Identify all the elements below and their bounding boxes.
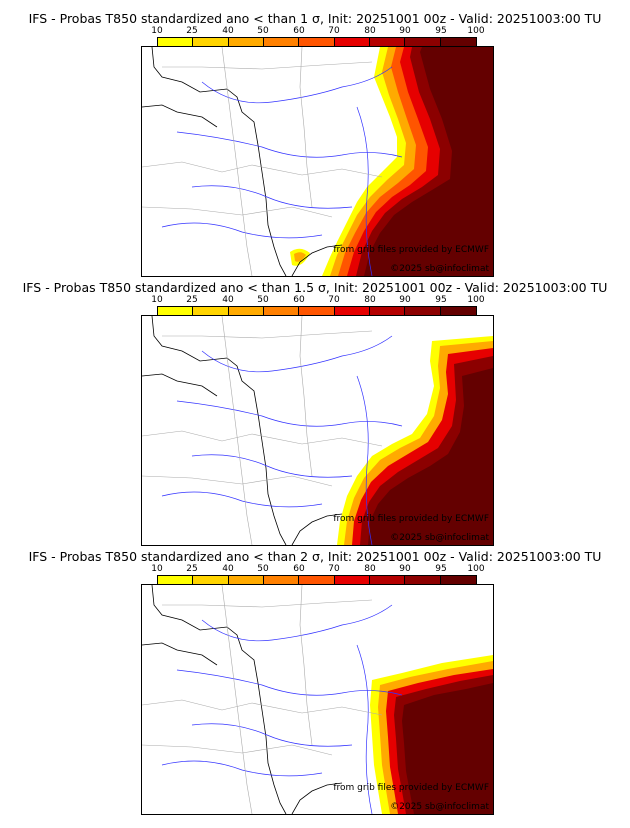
legend-label: 80: [364, 295, 376, 305]
legend-swatch: [263, 307, 300, 315]
map-panel-3: IFS - Probas T850 standardized ano < tha…: [0, 550, 630, 822]
legend-swatch: [405, 307, 441, 315]
forecast-map: from grib files provided by ECMWF ©2025 …: [141, 584, 494, 815]
legend-swatch: [369, 307, 406, 315]
legend-swatch: [405, 576, 441, 584]
map-panel-2: IFS - Probas T850 standardized ano < tha…: [0, 281, 630, 553]
legend-swatch: [158, 576, 194, 584]
legend-label: 60: [293, 564, 305, 574]
legend-swatch: [263, 576, 300, 584]
legend-swatch: [369, 576, 406, 584]
source-credit: from grib files provided by ECMWF: [333, 514, 489, 524]
panel-title: IFS - Probas T850 standardized ano < tha…: [28, 11, 602, 26]
source-credit: from grib files provided by ECMWF: [333, 245, 489, 255]
legend-label: 50: [257, 295, 269, 305]
map-drawing: [142, 47, 493, 276]
legend-label: 60: [293, 295, 305, 305]
legend-swatch: [263, 38, 300, 46]
legend-label: 10: [151, 564, 163, 574]
panel-title: IFS - Probas T850 standardized ano < tha…: [22, 280, 608, 295]
legend-swatch: [405, 38, 441, 46]
map-drawing: [142, 316, 493, 545]
legend-label: 50: [257, 564, 269, 574]
legend-label: 10: [151, 295, 163, 305]
legend-swatch: [228, 38, 264, 46]
legend-label: 70: [328, 564, 340, 574]
legend-swatch: [228, 576, 264, 584]
legend-label: 25: [186, 564, 198, 574]
source-credit: from grib files provided by ECMWF: [333, 783, 489, 793]
map-panel-1: IFS - Probas T850 standardized ano < tha…: [0, 12, 630, 284]
legend-swatch: [440, 307, 476, 315]
legend-label: 90: [399, 295, 411, 305]
legend-label: 70: [328, 295, 340, 305]
legend-label: 90: [399, 564, 411, 574]
legend-label: 70: [328, 26, 340, 36]
legend-label: 80: [364, 564, 376, 574]
legend-swatch: [158, 307, 194, 315]
legend-swatch: [440, 576, 476, 584]
legend-swatch: [193, 307, 229, 315]
legend-label: 95: [435, 26, 447, 36]
legend-swatch: [158, 38, 194, 46]
legend-label: 10: [151, 26, 163, 36]
panel-title: IFS - Probas T850 standardized ano < tha…: [28, 549, 602, 564]
legend-swatch: [369, 38, 406, 46]
legend-swatch: [193, 38, 229, 46]
legend-label: 100: [467, 26, 485, 36]
legend-swatch: [299, 38, 335, 46]
legend-swatch: [334, 307, 370, 315]
copyright-credit: ©2025 sb@infoclimat: [390, 802, 489, 812]
legend-label: 25: [186, 26, 198, 36]
legend-swatch: [440, 38, 476, 46]
legend-label: 40: [222, 295, 234, 305]
forecast-map: from grib files provided by ECMWF ©2025 …: [141, 315, 494, 546]
legend-label: 60: [293, 26, 305, 36]
legend-label: 95: [435, 564, 447, 574]
forecast-map: from grib files provided by ECMWF ©2025 …: [141, 46, 494, 277]
legend-label: 80: [364, 26, 376, 36]
legend-label: 100: [467, 295, 485, 305]
legend-label: 50: [257, 26, 269, 36]
legend-swatch: [299, 576, 335, 584]
legend-label: 95: [435, 295, 447, 305]
legend-label: 100: [467, 564, 485, 574]
legend-swatch: [193, 576, 229, 584]
copyright-credit: ©2025 sb@infoclimat: [390, 533, 489, 543]
legend-label: 90: [399, 26, 411, 36]
legend-swatch: [334, 38, 370, 46]
legend-swatch: [228, 307, 264, 315]
map-drawing: [142, 585, 493, 814]
legend-label: 25: [186, 295, 198, 305]
copyright-credit: ©2025 sb@infoclimat: [390, 264, 489, 274]
legend-label: 40: [222, 564, 234, 574]
legend-label: 40: [222, 26, 234, 36]
legend-swatch: [334, 576, 370, 584]
legend-swatch: [299, 307, 335, 315]
